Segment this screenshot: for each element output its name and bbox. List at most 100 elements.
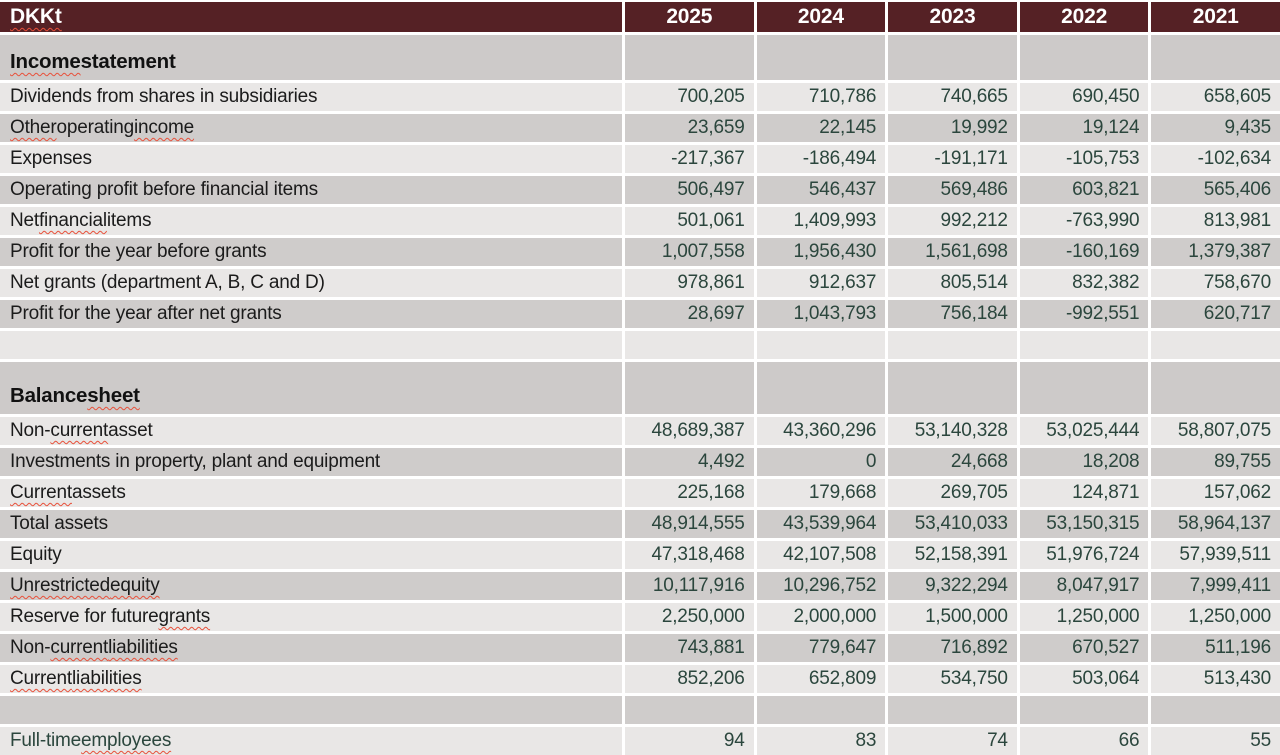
value-cell[interactable]: 53,025,444 <box>1019 417 1149 445</box>
value-cell[interactable]: 1,956,430 <box>756 238 886 266</box>
empty-cell[interactable] <box>756 331 886 359</box>
value-cell[interactable]: 992,212 <box>888 207 1017 235</box>
value-cell[interactable]: 852,206 <box>625 665 754 693</box>
value-cell[interactable]: -763,990 <box>1019 207 1149 235</box>
value-cell[interactable]: 1,007,558 <box>625 238 754 266</box>
row-label-cell[interactable]: Total assets <box>0 510 622 538</box>
value-cell[interactable]: 19,124 <box>1019 114 1149 142</box>
empty-cell[interactable] <box>625 696 754 724</box>
value-cell[interactable]: 89,755 <box>1151 448 1280 476</box>
empty-cell[interactable] <box>1019 35 1149 80</box>
value-cell[interactable]: 9,435 <box>1151 114 1280 142</box>
row-label-cell[interactable]: Unrestricted equity <box>0 572 622 600</box>
row-label-cell[interactable]: Net grants (department A, B, C and D) <box>0 269 622 297</box>
row-label-cell[interactable]: Other operating income <box>0 114 622 142</box>
value-cell[interactable]: 758,670 <box>1151 269 1280 297</box>
value-cell[interactable]: 805,514 <box>888 269 1017 297</box>
value-cell[interactable]: 23,659 <box>625 114 754 142</box>
value-cell[interactable]: 912,637 <box>756 269 886 297</box>
value-cell[interactable]: -992,551 <box>1019 300 1149 328</box>
empty-cell[interactable] <box>756 35 886 80</box>
value-cell[interactable]: 52,158,391 <box>888 541 1017 569</box>
value-cell[interactable]: 652,809 <box>756 665 886 693</box>
row-label-cell[interactable]: Non-current liabilities <box>0 634 622 662</box>
year-header-cell-2025[interactable]: 2025 <box>625 2 754 32</box>
value-cell[interactable]: 1,250,000 <box>1151 603 1280 631</box>
value-cell[interactable]: 42,107,508 <box>756 541 886 569</box>
row-label-cell[interactable]: Profit for the year after net grants <box>0 300 622 328</box>
row-label-cell[interactable]: Expenses <box>0 145 622 173</box>
row-label-cell[interactable]: Reserve for future grants <box>0 603 622 631</box>
value-cell[interactable]: 8,047,917 <box>1019 572 1149 600</box>
empty-cell[interactable] <box>756 696 886 724</box>
value-cell[interactable]: 1,561,698 <box>888 238 1017 266</box>
value-cell[interactable]: 48,914,555 <box>625 510 754 538</box>
value-cell[interactable]: 1,043,793 <box>756 300 886 328</box>
section-title[interactable]: Balance sheet <box>0 362 622 414</box>
row-label-cell[interactable]: Current assets <box>0 479 622 507</box>
empty-cell[interactable] <box>1151 362 1280 414</box>
empty-cell[interactable] <box>888 362 1017 414</box>
value-cell[interactable]: 53,410,033 <box>888 510 1017 538</box>
row-label-cell[interactable]: Profit for the year before grants <box>0 238 622 266</box>
empty-cell[interactable] <box>888 331 1017 359</box>
value-cell[interactable]: 74 <box>888 727 1017 755</box>
value-cell[interactable]: 24,668 <box>888 448 1017 476</box>
value-cell[interactable]: 756,184 <box>888 300 1017 328</box>
value-cell[interactable]: -105,753 <box>1019 145 1149 173</box>
value-cell[interactable]: 710,786 <box>756 83 886 111</box>
unit-header-cell[interactable]: DKKt <box>0 2 622 32</box>
value-cell[interactable]: 4,492 <box>625 448 754 476</box>
empty-cell[interactable] <box>1019 331 1149 359</box>
value-cell[interactable]: 51,976,724 <box>1019 541 1149 569</box>
value-cell[interactable]: 2,250,000 <box>625 603 754 631</box>
value-cell[interactable]: 978,861 <box>625 269 754 297</box>
empty-cell[interactable] <box>888 696 1017 724</box>
value-cell[interactable]: 225,168 <box>625 479 754 507</box>
value-cell[interactable]: 1,500,000 <box>888 603 1017 631</box>
value-cell[interactable]: 94 <box>625 727 754 755</box>
value-cell[interactable]: 179,668 <box>756 479 886 507</box>
value-cell[interactable]: 511,196 <box>1151 634 1280 662</box>
value-cell[interactable]: 48,689,387 <box>625 417 754 445</box>
value-cell[interactable]: 47,318,468 <box>625 541 754 569</box>
value-cell[interactable]: 832,382 <box>1019 269 1149 297</box>
value-cell[interactable]: 501,061 <box>625 207 754 235</box>
value-cell[interactable]: 569,486 <box>888 176 1017 204</box>
value-cell[interactable]: 534,750 <box>888 665 1017 693</box>
value-cell[interactable]: 55 <box>1151 727 1280 755</box>
row-label-cell[interactable]: Investments in property, plant and equip… <box>0 448 622 476</box>
section-title[interactable]: Income statement <box>0 35 622 80</box>
value-cell[interactable]: -160,169 <box>1019 238 1149 266</box>
value-cell[interactable]: 53,150,315 <box>1019 510 1149 538</box>
empty-cell[interactable] <box>625 35 754 80</box>
value-cell[interactable]: 269,705 <box>888 479 1017 507</box>
value-cell[interactable]: 658,605 <box>1151 83 1280 111</box>
year-header-cell-2024[interactable]: 2024 <box>756 2 886 32</box>
row-label-cell[interactable]: Dividends from shares in subsidiaries <box>0 83 622 111</box>
value-cell[interactable]: 743,881 <box>625 634 754 662</box>
value-cell[interactable]: 124,871 <box>1019 479 1149 507</box>
empty-cell[interactable] <box>625 362 754 414</box>
value-cell[interactable]: 83 <box>756 727 886 755</box>
empty-cell[interactable] <box>0 331 622 359</box>
value-cell[interactable]: 1,409,993 <box>756 207 886 235</box>
value-cell[interactable]: 66 <box>1019 727 1149 755</box>
value-cell[interactable]: -217,367 <box>625 145 754 173</box>
empty-cell[interactable] <box>1019 362 1149 414</box>
value-cell[interactable]: 9,322,294 <box>888 572 1017 600</box>
value-cell[interactable]: 690,450 <box>1019 83 1149 111</box>
value-cell[interactable]: -191,171 <box>888 145 1017 173</box>
value-cell[interactable]: 620,717 <box>1151 300 1280 328</box>
value-cell[interactable]: 22,145 <box>756 114 886 142</box>
row-label-cell[interactable]: Equity <box>0 541 622 569</box>
row-label-cell[interactable]: Full-time employees <box>0 727 622 755</box>
empty-cell[interactable] <box>1151 35 1280 80</box>
value-cell[interactable]: -102,634 <box>1151 145 1280 173</box>
value-cell[interactable]: 506,497 <box>625 176 754 204</box>
value-cell[interactable]: 58,807,075 <box>1151 417 1280 445</box>
value-cell[interactable]: 57,939,511 <box>1151 541 1280 569</box>
row-label-cell[interactable]: Non-current asset <box>0 417 622 445</box>
value-cell[interactable]: 43,539,964 <box>756 510 886 538</box>
value-cell[interactable]: 0 <box>756 448 886 476</box>
